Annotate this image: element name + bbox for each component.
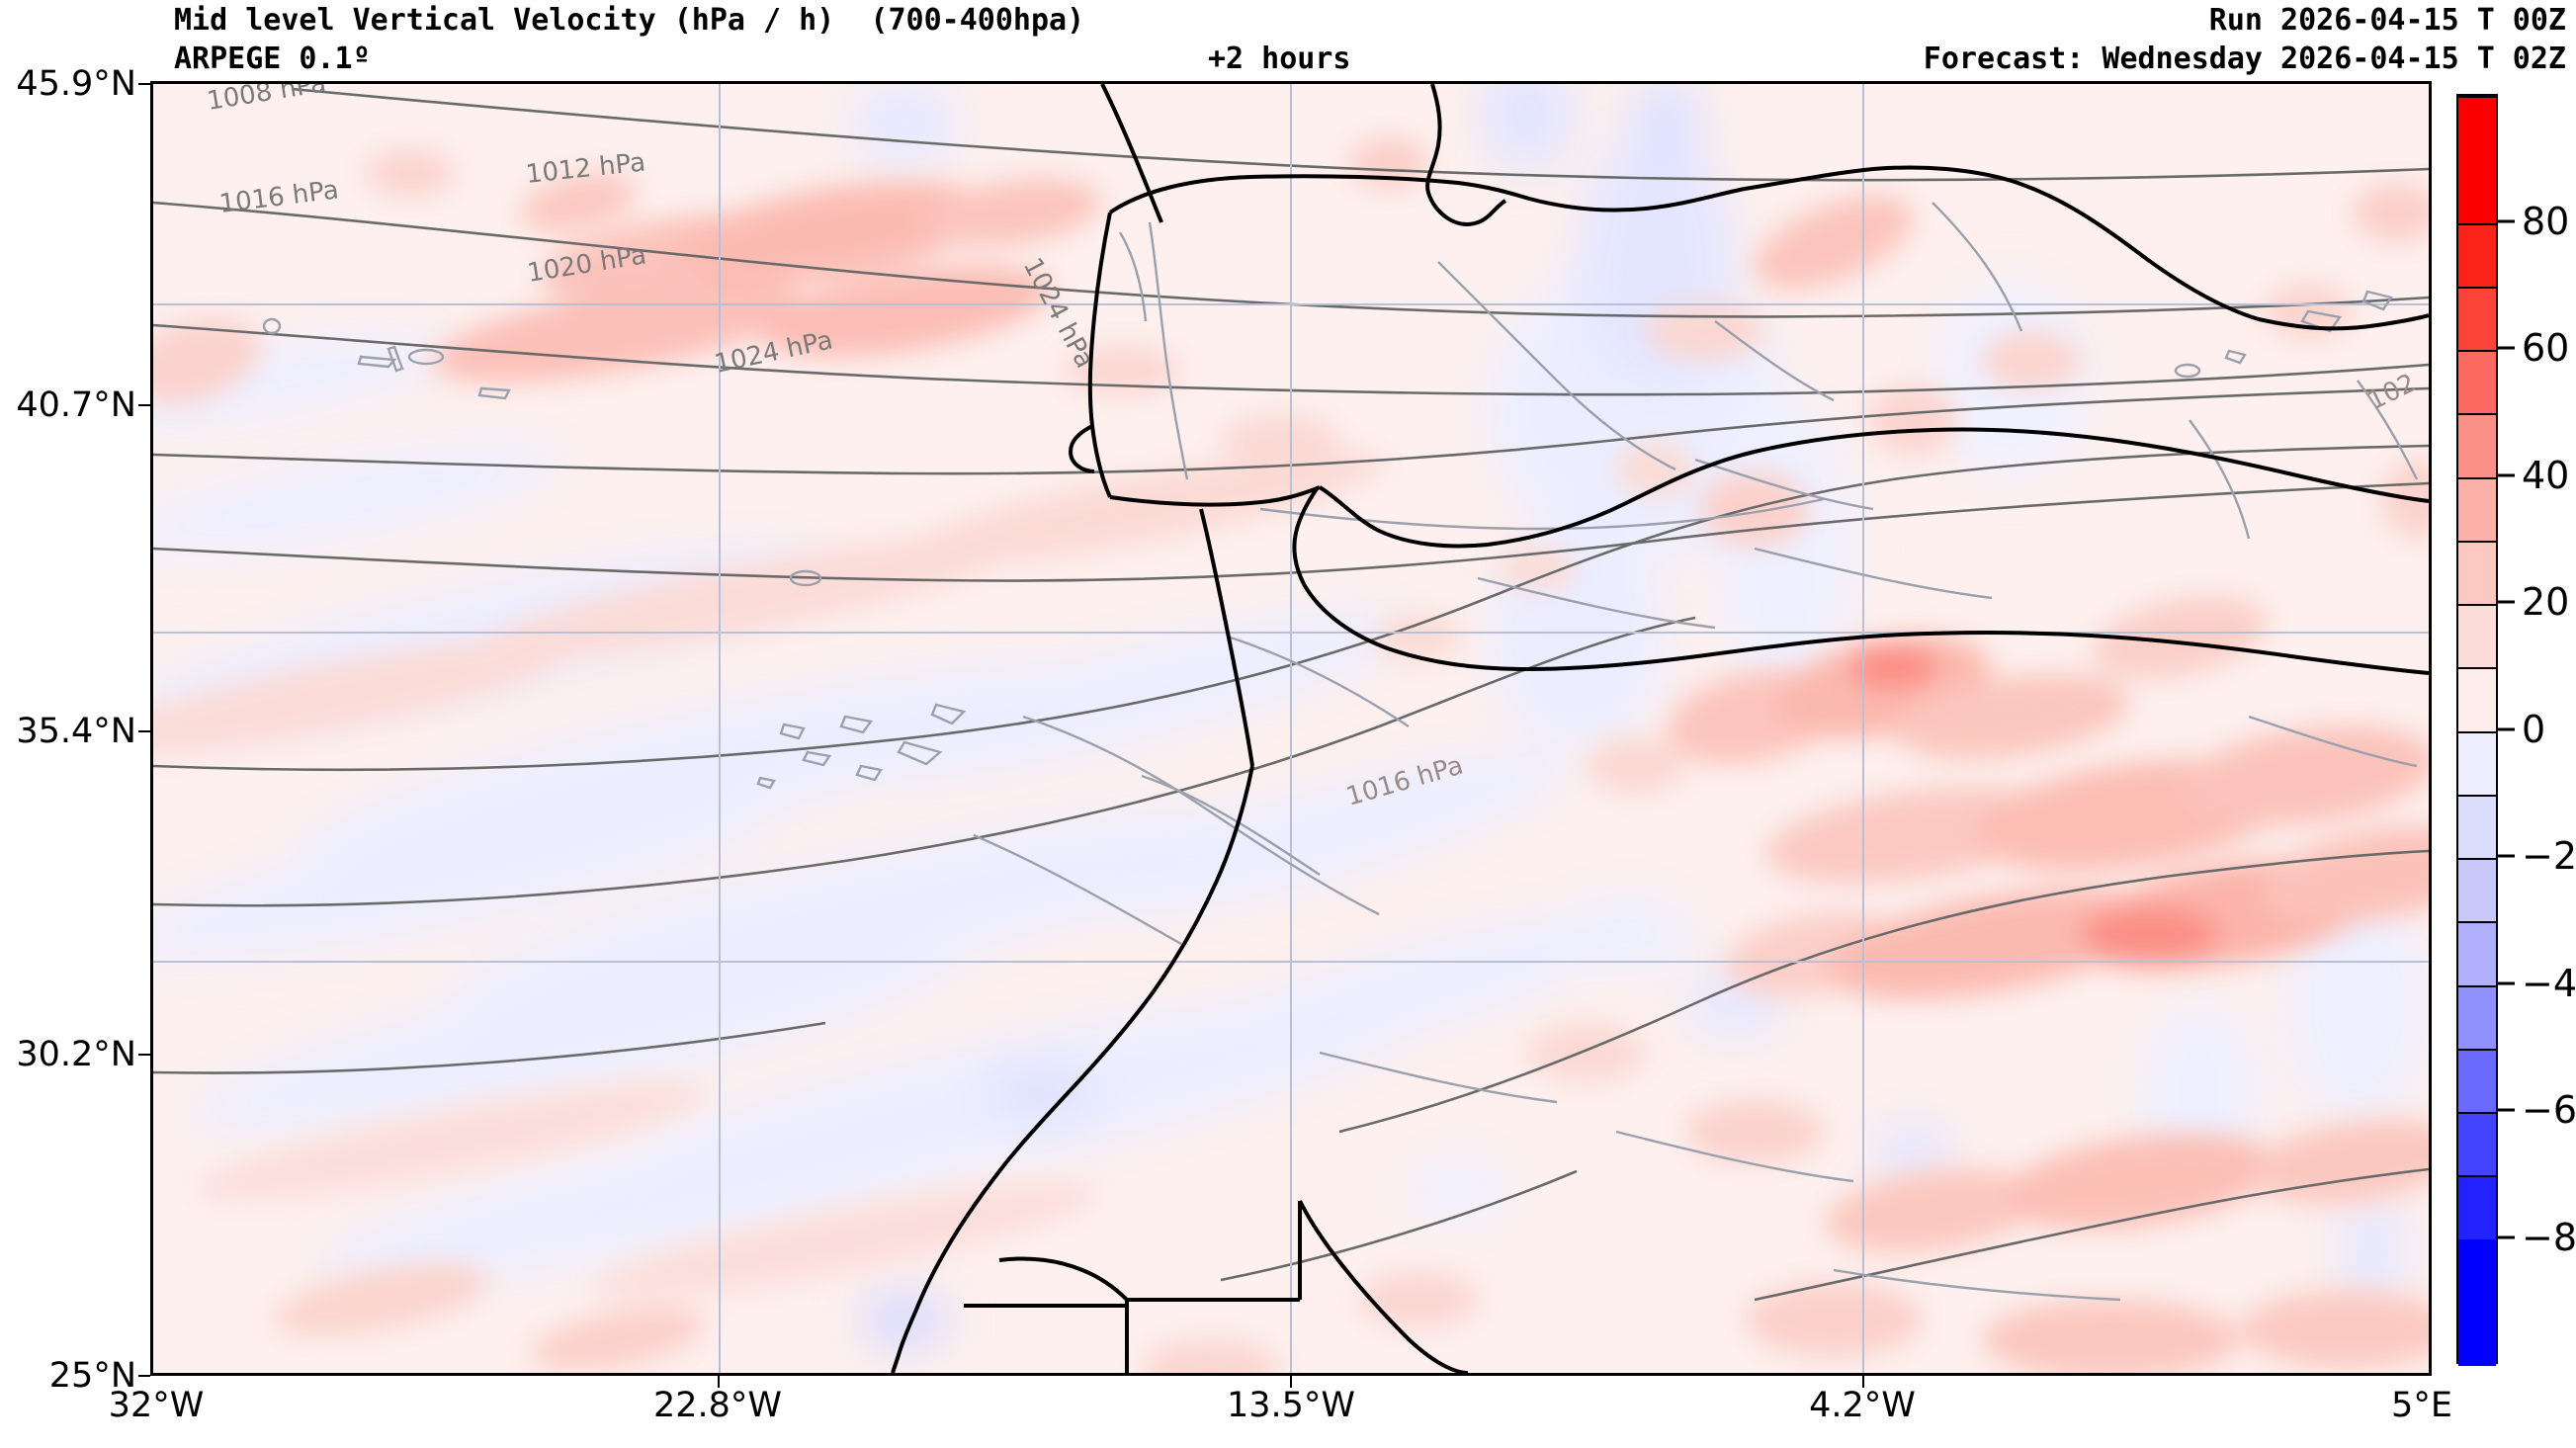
colorbar-tick-mark [2498, 600, 2515, 604]
model-label: ARPEGE 0.1º [174, 42, 371, 76]
isobar-contours [153, 87, 2429, 1302]
ytick-mark [138, 83, 150, 85]
xtick-label-32w: 32°W [108, 1386, 205, 1425]
colorbar-band-separator [2458, 476, 2496, 479]
colorbar-band [2458, 540, 2496, 604]
colorbar-band-separator [2458, 222, 2496, 225]
ytick-label-45-9: 45.9°N [16, 64, 136, 104]
colorbar-band [2458, 476, 2496, 541]
national-coastline [891, 84, 2429, 1373]
ytick-mark [138, 1375, 150, 1377]
colorbar-band [2458, 730, 2496, 795]
xtick-label-22-8w: 22.8°W [652, 1386, 783, 1425]
colorbar-tick-mark [2498, 346, 2515, 350]
colorbar-band-separator [2458, 96, 2496, 98]
xtick-mark [1290, 1376, 1292, 1388]
colorbar-tick-mark [2498, 219, 2515, 222]
colorbar-tick-mark [2498, 473, 2515, 476]
colorbar-band-separator [2458, 286, 2496, 289]
header-bar: Mid level Vertical Velocity (hPa / h) (7… [0, 0, 2576, 81]
colorbar-band [2458, 96, 2496, 223]
ytick-mark [138, 730, 150, 732]
colorbar-tick-label: −80 [2522, 1215, 2576, 1259]
colorbar-tick-mark [2498, 1235, 2515, 1238]
forecast-hour-label: +2 hours [1208, 42, 1351, 76]
colorbar[interactable] [2456, 94, 2498, 1366]
colorbar-band-separator [2458, 604, 2496, 606]
colorbar-band [2458, 1175, 2496, 1239]
colorbar-band [2458, 222, 2496, 287]
colorbar-band [2458, 858, 2496, 922]
colorbar-band [2458, 286, 2496, 350]
colorbar-tick-label: 0 [2522, 707, 2546, 751]
colorbar-tick-label: 80 [2522, 199, 2570, 243]
colorbar-band-separator [2458, 984, 2496, 987]
colorbar-band [2458, 350, 2496, 414]
page-title: Mid level Vertical Velocity (hPa / h) (7… [174, 3, 1085, 38]
xtick-label-4-2w: 4.2°W [1809, 1386, 1916, 1425]
ytick-label-30-2: 30.2°N [16, 1035, 136, 1074]
ytick-label-35-4: 35.4°N [16, 712, 136, 751]
colorbar-band [2458, 667, 2496, 731]
weather-field-svg: 1008 hPa 1012 hPa 1016 hPa 1020 hPa 1024… [153, 84, 2429, 1373]
colorbar-band-separator [2458, 1112, 2496, 1114]
colorbar-tick-label: 60 [2522, 326, 2570, 370]
ytick-mark [138, 404, 150, 406]
colorbar-band [2458, 1112, 2496, 1176]
xtick-label-13-5w: 13.5°W [1226, 1386, 1356, 1425]
colorbar-tick-mark [2498, 854, 2515, 858]
colorbar-tick-label: −60 [2522, 1088, 2576, 1132]
colorbar-tick-mark [2498, 1108, 2515, 1112]
colorbar-band-separator [2458, 1048, 2496, 1051]
colorbar-band-separator [2458, 1175, 2496, 1178]
colorbar-tick-mark [2498, 727, 2515, 730]
colorbar-tick-label: −20 [2522, 834, 2576, 878]
colorbar-band-separator [2458, 350, 2496, 352]
xtick-mark [718, 1376, 720, 1388]
ytick-label-25: 25°N [48, 1356, 136, 1396]
run-timestamp: Run 2026-04-15 T 00Z [2208, 3, 2566, 38]
colorbar-band [2458, 794, 2496, 858]
positive-vv-field [153, 138, 2429, 1373]
ytick-label-40-7: 40.7°N [16, 385, 136, 425]
colorbar-band-separator [2458, 413, 2496, 416]
ytick-mark [138, 1054, 150, 1056]
colorbar-band [2458, 604, 2496, 668]
map-plot-area: 1008 hPa 1012 hPa 1016 hPa 1020 hPa 1024… [150, 81, 2432, 1376]
colorbar-band-separator [2458, 921, 2496, 924]
xtick-label-5e: 5°E [2391, 1386, 2452, 1425]
colorbar-band-separator [2458, 858, 2496, 860]
forecast-timestamp: Forecast: Wednesday 2026-04-15 T 02Z [1923, 42, 2566, 76]
colorbar-band [2458, 1238, 2496, 1366]
colorbar-tick-label: −40 [2522, 961, 2576, 1005]
xtick-mark [1862, 1376, 1864, 1388]
colorbar-band [2458, 1048, 2496, 1112]
colorbar-band-separator [2458, 540, 2496, 543]
colorbar-band [2458, 984, 2496, 1049]
colorbar-band [2458, 413, 2496, 477]
colorbar-tick-label: 40 [2522, 453, 2570, 497]
colorbar-band [2458, 921, 2496, 985]
colorbar-tick-mark [2498, 981, 2515, 984]
colorbar-tick-label: 20 [2522, 580, 2570, 624]
colorbar-band-separator [2458, 730, 2496, 733]
coastline-outlines [262, 202, 2419, 1302]
colorbar-band-separator [2458, 667, 2496, 670]
colorbar-band-separator [2458, 794, 2496, 797]
